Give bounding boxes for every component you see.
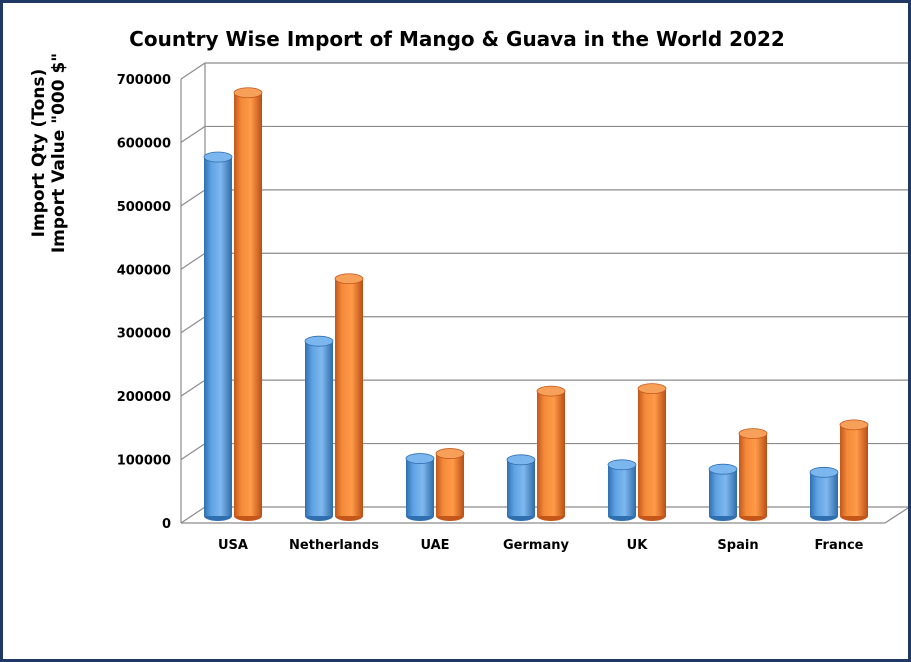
gridline-depth (180, 506, 206, 524)
bar-series1-uae (405, 453, 435, 521)
bar-body (537, 391, 565, 516)
bar-top (334, 273, 364, 285)
gridline-depth (180, 379, 206, 397)
bar-body (204, 157, 232, 517)
bar-body (608, 464, 636, 516)
bar-series1-uk (607, 459, 637, 521)
gridline-depth (180, 443, 206, 461)
bar-body (436, 453, 464, 516)
bar-series2-uk (637, 383, 667, 521)
bar-body (406, 458, 434, 516)
bar-series2-uae (435, 448, 465, 521)
bar-series1-france (809, 466, 839, 521)
bar-series2-spain (738, 428, 768, 521)
y-tick-label: 100000 (117, 454, 171, 469)
bar-series2-france (839, 419, 869, 521)
bar-series1-netherlands (304, 335, 334, 521)
x-tick-label: UAE (420, 538, 449, 553)
bar-top (405, 453, 435, 464)
bar-top (607, 459, 637, 471)
x-tick-label: Spain (717, 538, 758, 553)
bar-top (233, 87, 263, 99)
labels-layer: 0 100000 200000 300000 400000 500000 600000 700… (117, 73, 864, 553)
x-tick-label: Netherlands (289, 538, 379, 553)
bar-body (840, 424, 868, 516)
bar-top (708, 463, 738, 475)
gridline-depth (180, 125, 206, 143)
gridline-depth (180, 62, 206, 80)
y-tick-label: 300000 (117, 327, 171, 342)
bar-series2-usa (233, 87, 263, 521)
bar-body (305, 341, 333, 516)
bar-top (536, 385, 566, 397)
y-tick-label: 200000 (117, 390, 171, 405)
bar-body (810, 472, 838, 516)
x-tick-label: France (814, 538, 863, 553)
bar-top (738, 428, 768, 439)
bar-body (638, 388, 666, 516)
chart-plot: 0 100000 200000 300000 400000 500000 600000 700… (117, 62, 908, 553)
x-tick-label: UK (627, 538, 649, 553)
bar-series1-usa (203, 151, 233, 521)
y-tick-label: 600000 (117, 136, 171, 151)
bar-top (435, 448, 465, 459)
y-tick-label: 400000 (117, 263, 171, 278)
x-tick-label: USA (218, 538, 248, 553)
bar-top (637, 383, 667, 395)
bar-series2-netherlands (334, 273, 364, 521)
gridline-depth (180, 316, 206, 334)
bar-body (739, 433, 767, 516)
y-tick-label: 500000 (117, 200, 171, 215)
bar-top (304, 335, 334, 347)
floor-edge (884, 507, 908, 524)
bars-layer (203, 87, 869, 521)
bar-body (234, 92, 262, 516)
bar-body (335, 278, 363, 516)
gridline-depth (180, 189, 206, 207)
bar-body (709, 469, 737, 516)
y-tick-label: 0 (162, 517, 171, 532)
bar-top (203, 151, 233, 163)
bar-series1-spain (708, 463, 738, 521)
y-tick-label: 700000 (117, 73, 171, 88)
bar-series2-germany (536, 385, 566, 521)
bar-series1-germany (506, 454, 536, 521)
bar-top (839, 419, 869, 431)
chart-title: Country Wise Import of Mango & Guava in … (129, 27, 785, 51)
gridline-depth (180, 252, 206, 270)
bar-top (506, 454, 536, 466)
bar-body (507, 459, 535, 516)
bar-top (809, 466, 839, 478)
x-tick-label: Germany (503, 538, 569, 553)
